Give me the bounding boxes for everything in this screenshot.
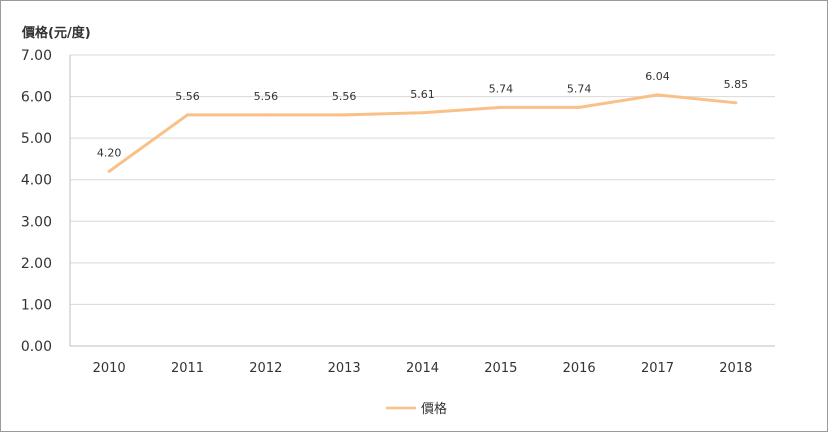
- data-label: 6.04: [645, 70, 670, 83]
- y-tick-label: 3.00: [21, 214, 52, 230]
- y-tick-label: 5.00: [21, 131, 52, 147]
- data-labels: 4.20 5.56 5.56 5.56 5.61 5.74 5.74 6.04 5.85: [97, 70, 748, 159]
- y-axis-title: 價格(元/度): [21, 25, 91, 41]
- series-line: [108, 93, 736, 173]
- y-tick-label: 0.00: [21, 339, 52, 355]
- axes: 0.00 1.00 2.00 3.00 4.00 5.00 6.00 7.00 2010 2011…: [21, 48, 775, 376]
- y-tick-label: 4.00: [21, 173, 52, 189]
- data-label: 5.56: [332, 90, 357, 103]
- x-tick-label: 2010: [93, 361, 126, 376]
- data-point: [264, 113, 268, 117]
- data-label: 5.61: [410, 88, 435, 101]
- data-point: [734, 101, 738, 105]
- data-point: [577, 105, 581, 109]
- x-tick-label: 2017: [641, 361, 674, 376]
- y-tick-label: 2.00: [21, 256, 52, 272]
- y-tick-label: 6.00: [21, 90, 52, 106]
- y-tick-label: 1.00: [21, 297, 52, 313]
- data-point: [107, 169, 111, 173]
- legend-label: 價格: [421, 401, 447, 417]
- data-point: [421, 111, 424, 115]
- data-point: [656, 93, 659, 97]
- data-label: 5.56: [254, 90, 279, 103]
- x-tick-label: 2012: [249, 361, 282, 376]
- x-tick-label: 2016: [563, 361, 596, 376]
- x-tick-label: 2015: [484, 361, 517, 376]
- x-tick-label: 2018: [719, 361, 752, 376]
- x-tick-label: 2014: [406, 361, 439, 376]
- data-label: 5.56: [175, 90, 200, 103]
- data-point: [186, 113, 189, 117]
- y-tick-label: 7.00: [21, 48, 52, 64]
- data-label: 5.74: [567, 82, 592, 95]
- data-point: [342, 113, 346, 117]
- gridlines: [70, 54, 775, 305]
- data-label: 5.85: [724, 78, 749, 91]
- legend: 價格: [386, 401, 447, 417]
- data-label: 5.74: [489, 82, 514, 95]
- x-tick-label: 2013: [328, 361, 361, 376]
- x-tick-label: 2011: [171, 361, 204, 376]
- series-layer: [107, 93, 738, 173]
- data-label: 4.20: [97, 146, 122, 159]
- data-point: [499, 105, 503, 109]
